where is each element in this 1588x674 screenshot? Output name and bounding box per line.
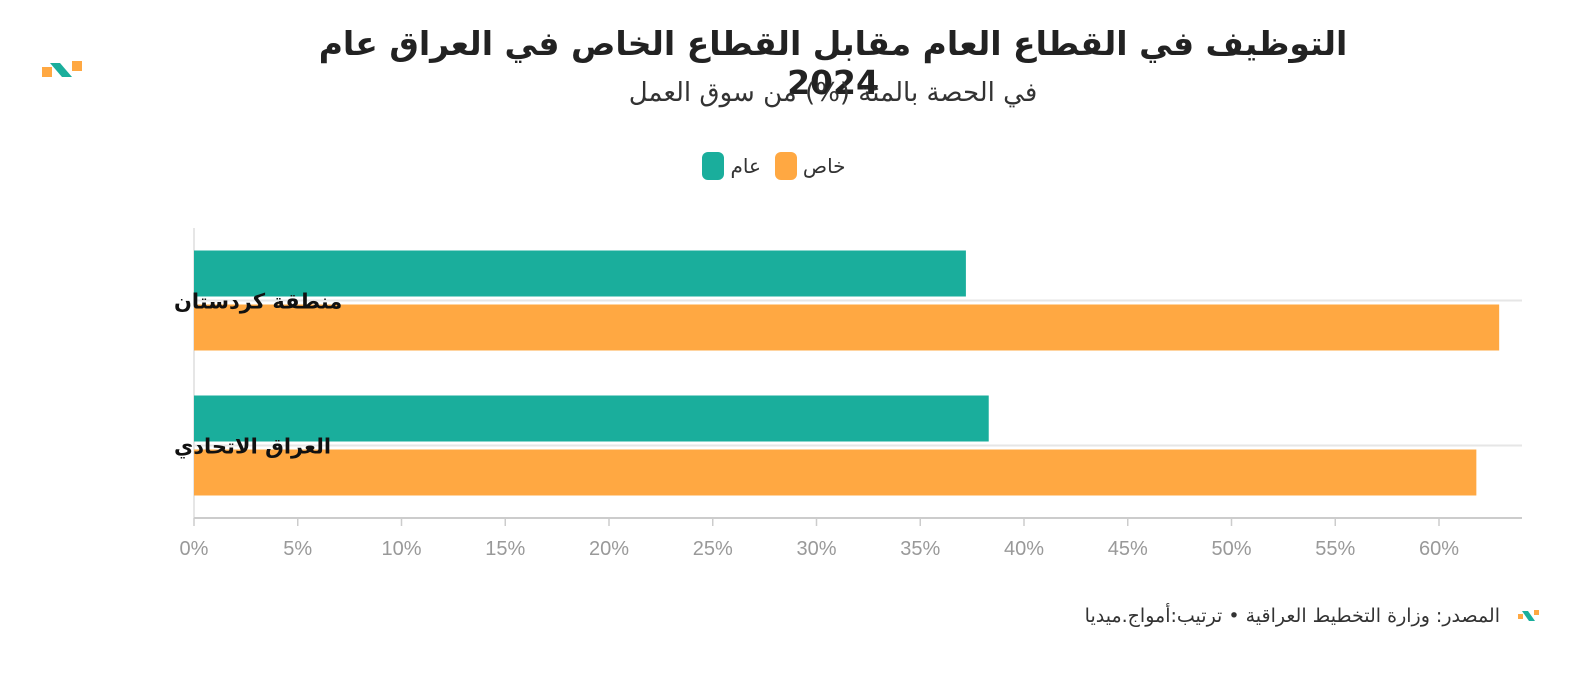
- legend-swatch-public: [702, 152, 725, 180]
- source-logo-icon: [1518, 610, 1539, 621]
- x-tick-label: 15%: [485, 538, 525, 560]
- brand-logo: [42, 61, 82, 77]
- x-tick-label: 45%: [1108, 538, 1148, 560]
- x-tick-label: 50%: [1211, 538, 1251, 560]
- legend-label-private: خاص: [802, 154, 846, 178]
- x-tick-label: 55%: [1315, 538, 1355, 560]
- x-tick-label: 30%: [796, 538, 836, 560]
- legend-item-public[interactable]: عام: [702, 152, 761, 180]
- category-label: العراق الاتحادي: [174, 435, 331, 460]
- bar-public-0[interactable]: [194, 250, 966, 297]
- x-tick-label: 20%: [589, 538, 629, 560]
- source-note: المصدر: وزارة التخطيط العراقية • ترتيب:أ…: [1084, 605, 1500, 627]
- chart-title: التوظيف في القطاع العام مقابل القطاع الخ…: [318, 24, 1348, 102]
- x-tick-label: 0%: [180, 538, 209, 560]
- category-label: منطقة كردستان: [174, 290, 342, 314]
- x-tick-label: 5%: [283, 538, 312, 560]
- chart-legend: خاص عام: [0, 152, 1548, 180]
- x-tick-label: 10%: [381, 538, 421, 560]
- x-tick-label: 60%: [1419, 538, 1459, 560]
- bar-private-0[interactable]: [194, 304, 1500, 351]
- chart-subtitle: في الحصة بالمئة (%) من سوق العمل: [628, 78, 1038, 108]
- legend-label-public: عام: [730, 154, 761, 178]
- x-tick-label: 40%: [1004, 538, 1044, 560]
- legend-item-private[interactable]: خاص: [774, 152, 846, 180]
- legend-swatch-private: [774, 152, 797, 180]
- x-tick-label: 25%: [693, 538, 733, 560]
- bar-private-1[interactable]: [194, 449, 1477, 496]
- bar-public-1[interactable]: [194, 395, 989, 442]
- x-tick-label: 35%: [900, 538, 940, 560]
